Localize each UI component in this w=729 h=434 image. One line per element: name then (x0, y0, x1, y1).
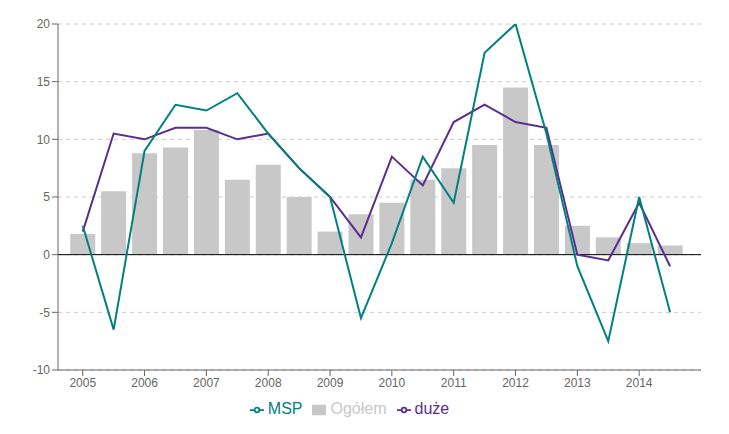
svg-text:2009: 2009 (317, 376, 344, 390)
svg-text:-5: -5 (39, 306, 50, 320)
html-text:Ogółem: Ogółem (330, 400, 387, 417)
html-text:duże: duże (414, 400, 450, 417)
svg-text:-10: -10 (33, 363, 51, 377)
svg-text:5: 5 (43, 190, 50, 204)
svg-text:2008: 2008 (255, 376, 282, 390)
svg-text:2012: 2012 (502, 376, 529, 390)
svg-text:2006: 2006 (131, 376, 158, 390)
svg-text:15: 15 (37, 75, 51, 89)
svg-text:2013: 2013 (564, 376, 591, 390)
svg-text:2007: 2007 (193, 376, 220, 390)
svg-text:2010: 2010 (379, 376, 406, 390)
svg-text:2011: 2011 (441, 376, 467, 390)
html-text:MSP: MSP (267, 400, 303, 417)
svg-text:0: 0 (43, 248, 50, 262)
svg-text:10: 10 (37, 133, 51, 147)
svg-text:2014: 2014 (626, 376, 653, 390)
svg-text:2005: 2005 (69, 376, 96, 390)
svg-text:20: 20 (37, 17, 51, 31)
